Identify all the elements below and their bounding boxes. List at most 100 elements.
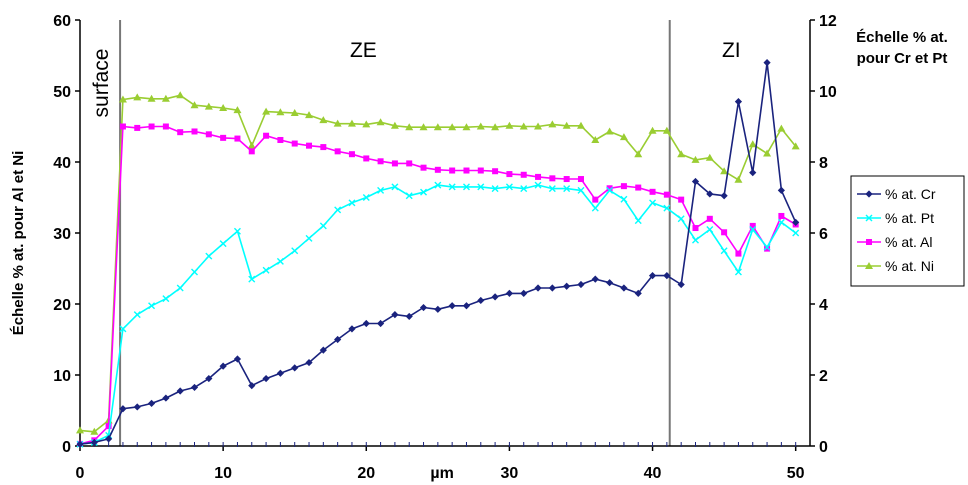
legend-label: % at. Cr — [885, 186, 936, 202]
data-point-at-pt — [420, 188, 428, 196]
data-point-at-pt — [663, 204, 671, 212]
data-point-at-cr — [105, 435, 113, 443]
data-point-at-ni — [576, 121, 585, 129]
data-point-at-al — [220, 134, 227, 141]
data-point-at-cr — [448, 302, 456, 310]
data-point-at-ni — [691, 155, 700, 163]
data-point-at-cr — [334, 335, 342, 344]
data-point-at-pt — [591, 204, 599, 212]
data-point-at-al — [563, 176, 570, 183]
data-point-at-al — [277, 136, 284, 143]
data-point-at-cr — [577, 280, 585, 289]
data-point-at-cr — [434, 305, 442, 313]
data-point-at-al — [463, 167, 470, 174]
data-point-at-ni — [433, 123, 442, 131]
data-point-at-cr — [176, 387, 184, 395]
axes-layer: 0 10 20 30 40 50 60 0 2 4 6 8 10 12 0 10 20 30 40 50 µm Échel… — [10, 13, 948, 482]
data-point-at-ni — [118, 95, 127, 103]
x-tick-label: 30 — [501, 465, 519, 482]
data-point-at-al — [148, 123, 155, 130]
data-point-at-ni — [748, 140, 757, 148]
data-point-at-ni — [219, 104, 228, 112]
data-point-at-pt — [477, 183, 485, 191]
data-point-at-pt — [634, 217, 642, 225]
legend-entry-at-ni: % at. Ni — [857, 258, 934, 274]
data-point-at-ni — [534, 122, 543, 130]
data-point-at-ni — [634, 150, 643, 158]
y-right-tick-label: 6 — [819, 226, 828, 243]
data-point-at-ni — [290, 109, 299, 117]
data-point-at-ni — [462, 123, 471, 131]
data-point-at-al — [520, 171, 527, 178]
series-at-al — [77, 123, 799, 447]
data-point-at-al — [663, 191, 670, 198]
y-right-tick-label: 12 — [819, 13, 837, 30]
data-point-at-ni — [705, 153, 714, 161]
data-point-at-ni — [133, 93, 142, 101]
data-point-at-pt — [205, 252, 213, 260]
data-point-at-al — [420, 164, 427, 171]
data-point-at-ni — [476, 122, 485, 130]
series-line-at-al — [79, 125, 797, 445]
data-point-at-al — [549, 175, 556, 182]
data-point-at-cr — [620, 284, 628, 292]
x-tick-label: 40 — [644, 465, 662, 482]
data-point-at-al — [706, 215, 713, 222]
data-point-at-cr — [133, 403, 141, 411]
y-left-tick-label: 60 — [53, 13, 71, 30]
data-point-at-ni — [376, 118, 385, 126]
data-point-at-ni — [505, 121, 514, 129]
data-point-at-cr — [276, 369, 284, 377]
data-point-at-cr — [419, 303, 428, 312]
data-point-at-ni — [605, 127, 614, 135]
data-point-at-cr — [76, 440, 84, 448]
data-point-at-al — [406, 160, 413, 167]
data-point-at-ni — [519, 122, 528, 130]
data-point-at-ni — [333, 119, 342, 127]
legend: % at. Cr % at. Pt % at. Al % at. Ni — [850, 175, 965, 287]
data-point-at-pt — [520, 185, 528, 193]
region-label-ze: ZE — [350, 39, 377, 62]
y-axis-right-title-line: pour Cr et Pt — [857, 50, 948, 67]
legend-entry-at-al: % at. Al — [857, 234, 932, 250]
data-point-at-pt — [133, 311, 141, 319]
data-point-at-ni — [648, 126, 657, 134]
data-point-at-ni — [305, 111, 314, 119]
y-left-tick-label: 0 — [62, 439, 71, 456]
data-point-at-cr — [376, 319, 385, 328]
data-point-at-cr — [205, 374, 213, 383]
data-point-at-pt — [176, 284, 184, 292]
y-axis-right-title: Échelle % at. pour Cr et Pt — [856, 29, 948, 67]
legend-swatch-marker — [866, 239, 872, 245]
series-layer — [76, 59, 800, 448]
data-point-at-al — [334, 148, 341, 155]
data-point-at-ni — [491, 123, 500, 131]
data-point-at-cr — [720, 192, 728, 200]
data-point-at-pt — [219, 240, 227, 248]
series-at-ni — [76, 91, 800, 435]
y-right-tick-label: 8 — [819, 155, 828, 172]
data-point-at-cr — [606, 279, 614, 287]
data-point-at-pt — [763, 243, 771, 251]
y-left-tick-label: 40 — [53, 155, 71, 172]
y-right-tick-label: 2 — [819, 368, 828, 385]
data-point-at-ni — [419, 123, 428, 131]
data-point-at-ni — [347, 119, 356, 127]
data-point-at-cr — [391, 311, 399, 319]
data-point-at-al — [721, 229, 728, 236]
data-point-at-pt — [319, 222, 327, 230]
y-axis-right-title-line: Échelle % at. — [856, 29, 948, 46]
data-point-at-cr — [305, 358, 313, 367]
data-point-at-al — [119, 123, 126, 130]
data-point-at-pt — [534, 181, 542, 189]
data-point-at-ni — [448, 123, 457, 131]
data-point-at-pt — [734, 268, 742, 276]
data-point-at-al — [162, 123, 169, 130]
data-point-at-ni — [677, 150, 686, 158]
y-right-tick-label: 4 — [819, 297, 828, 314]
data-point-at-pt — [448, 183, 456, 191]
data-point-at-pt — [291, 247, 299, 255]
data-point-at-cr — [319, 346, 327, 354]
data-point-at-ni — [619, 133, 628, 141]
